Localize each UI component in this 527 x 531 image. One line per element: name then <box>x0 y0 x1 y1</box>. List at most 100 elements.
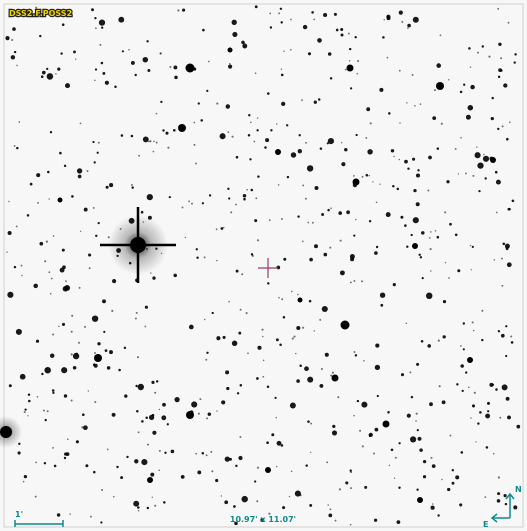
star <box>392 283 396 287</box>
star <box>497 127 500 131</box>
star <box>357 59 360 63</box>
star <box>35 339 40 343</box>
star <box>464 172 467 175</box>
star <box>349 523 352 526</box>
star <box>231 19 237 25</box>
star <box>346 210 350 215</box>
star <box>49 353 55 358</box>
star <box>279 343 282 347</box>
star <box>94 68 98 71</box>
star <box>49 292 52 295</box>
star <box>141 420 144 423</box>
star <box>248 114 251 117</box>
star <box>494 170 498 174</box>
star <box>37 201 40 204</box>
star <box>152 276 156 280</box>
star <box>414 104 416 107</box>
star <box>467 357 473 363</box>
star <box>323 252 328 257</box>
star <box>249 121 252 124</box>
star <box>233 505 236 508</box>
star <box>111 309 114 312</box>
star <box>72 366 77 370</box>
star <box>201 452 205 455</box>
star <box>396 187 400 191</box>
star <box>277 184 280 186</box>
star <box>147 477 153 483</box>
star <box>275 338 279 342</box>
star <box>356 399 360 403</box>
star <box>100 61 104 65</box>
star <box>419 256 423 259</box>
star <box>327 208 330 212</box>
star <box>136 409 139 413</box>
star <box>121 50 124 53</box>
star <box>456 383 459 386</box>
star <box>373 518 378 522</box>
star <box>463 83 466 86</box>
star <box>406 413 411 418</box>
star <box>422 459 427 464</box>
star <box>412 243 418 249</box>
star <box>308 299 312 303</box>
star <box>249 158 252 161</box>
star <box>134 459 139 464</box>
star <box>415 202 420 207</box>
star <box>460 364 464 368</box>
star <box>368 432 373 437</box>
star <box>366 107 371 112</box>
star <box>242 193 247 198</box>
star <box>235 269 239 273</box>
star <box>221 400 226 405</box>
star <box>280 68 283 70</box>
star <box>304 366 309 372</box>
star <box>354 36 357 39</box>
star <box>254 72 257 75</box>
star <box>361 445 364 448</box>
star <box>320 367 323 371</box>
star <box>329 246 332 249</box>
star <box>155 141 158 144</box>
star <box>468 386 470 389</box>
star <box>404 159 408 164</box>
star <box>147 69 151 72</box>
star <box>146 193 153 201</box>
star <box>493 259 496 261</box>
star <box>290 152 297 158</box>
star <box>228 300 230 303</box>
star <box>59 151 62 155</box>
star <box>477 422 480 425</box>
star <box>291 337 294 340</box>
star <box>507 207 511 211</box>
star <box>350 471 353 474</box>
star <box>411 74 414 76</box>
star <box>275 123 278 125</box>
star <box>210 450 213 453</box>
star <box>251 254 254 257</box>
star <box>203 256 206 259</box>
star <box>265 138 270 143</box>
star <box>302 24 308 30</box>
star <box>499 416 502 419</box>
star <box>393 477 396 479</box>
star <box>116 465 119 469</box>
star <box>309 503 313 507</box>
star <box>404 224 407 227</box>
star <box>289 402 296 409</box>
star <box>51 389 55 392</box>
star <box>281 298 284 301</box>
star <box>421 276 424 280</box>
star <box>103 330 106 333</box>
star <box>380 303 384 307</box>
star <box>92 206 95 209</box>
star <box>77 341 81 344</box>
star <box>353 280 356 282</box>
star <box>52 235 55 237</box>
star <box>468 47 471 50</box>
star <box>46 67 49 71</box>
star <box>215 478 219 483</box>
star <box>238 331 242 335</box>
star <box>239 436 242 438</box>
star <box>151 496 154 499</box>
